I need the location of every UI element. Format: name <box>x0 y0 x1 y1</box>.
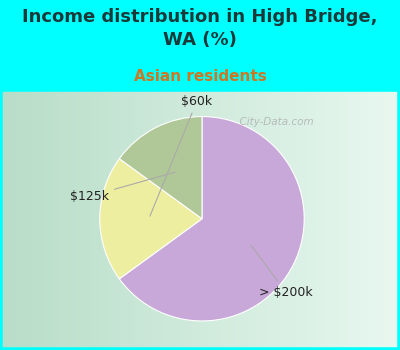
Text: > $200k: > $200k <box>251 245 313 299</box>
Text: Asian residents: Asian residents <box>134 69 266 84</box>
Text: City-Data.com: City-Data.com <box>233 117 314 127</box>
Wedge shape <box>100 159 202 279</box>
Text: $125k: $125k <box>70 172 175 203</box>
Wedge shape <box>119 117 202 219</box>
Wedge shape <box>119 117 304 321</box>
Text: Income distribution in High Bridge,
WA (%): Income distribution in High Bridge, WA (… <box>22 8 378 49</box>
Text: $60k: $60k <box>150 95 212 216</box>
